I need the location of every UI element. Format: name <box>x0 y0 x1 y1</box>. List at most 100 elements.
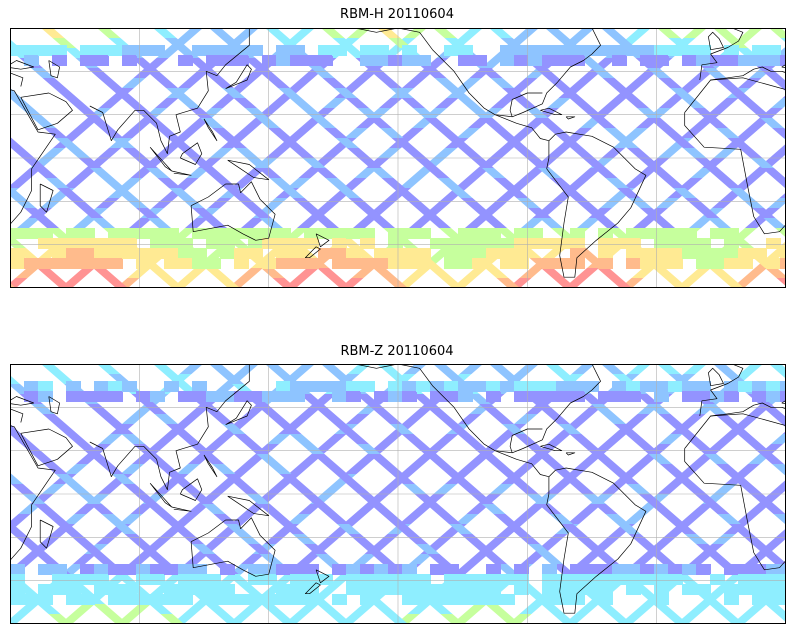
swath-cell <box>640 228 655 239</box>
swath-segment <box>113 188 137 198</box>
swath-cell <box>360 238 375 249</box>
swath-segment <box>11 434 33 444</box>
swath-segment <box>714 414 738 424</box>
swath-segment <box>552 278 575 287</box>
swath-segment <box>512 464 536 474</box>
swath-cell <box>752 564 767 575</box>
swath-segment <box>404 198 428 208</box>
swath-segment <box>353 554 377 564</box>
swath-segment <box>743 604 767 614</box>
africa-coast <box>684 413 785 571</box>
swath-segment <box>180 198 204 208</box>
swath-cell <box>444 391 459 402</box>
swath-segment <box>525 108 549 118</box>
swath-segment <box>516 534 540 544</box>
swath-segment <box>287 514 311 524</box>
swath-cell <box>80 258 95 269</box>
swath-segment <box>426 504 450 514</box>
swath-segment <box>358 494 382 504</box>
swath-segment <box>24 208 48 218</box>
swath-cell <box>262 564 277 575</box>
swath-segment <box>661 178 685 188</box>
swath-cell <box>668 248 683 259</box>
swath-segment <box>45 514 69 524</box>
swath-segment <box>707 554 731 564</box>
swath-cell <box>108 564 123 575</box>
swath-segment <box>465 218 489 228</box>
swath-segment <box>320 534 344 544</box>
swath-cell <box>276 45 291 56</box>
swath-cell <box>444 238 459 249</box>
swath-cell <box>374 248 389 259</box>
philippines-coast <box>203 454 218 478</box>
swath-segment <box>765 604 785 614</box>
swath-segment <box>220 374 244 384</box>
swath-segment <box>604 464 628 474</box>
swath-cell <box>248 238 263 249</box>
swath-segment <box>768 534 785 544</box>
swath-cell <box>528 45 543 56</box>
swath-segment <box>489 148 513 158</box>
swath-cell <box>570 238 585 249</box>
swath-segment <box>515 484 539 494</box>
swath-segment <box>295 268 319 278</box>
swath-segment <box>689 554 713 564</box>
swath-segment <box>765 268 785 278</box>
swath-segment <box>393 524 417 534</box>
swath-cell <box>80 238 95 249</box>
swath-segment <box>659 434 683 444</box>
swath-segment <box>427 218 451 228</box>
swath-band <box>11 40 295 287</box>
mediterranean-coast <box>11 72 24 87</box>
swath-segment <box>346 414 370 424</box>
swath-segment <box>575 604 599 614</box>
swath-segment <box>491 98 515 108</box>
swath-segment <box>63 514 87 524</box>
swath-segment <box>175 514 199 524</box>
swath-segment <box>143 404 167 414</box>
swath-cell <box>234 594 249 605</box>
swath-segment <box>410 504 434 514</box>
swath-segment <box>601 484 625 494</box>
swath-segment <box>467 394 491 404</box>
swath-segment <box>647 404 671 414</box>
swath-segment <box>480 118 504 128</box>
swath-cell <box>766 381 781 392</box>
swath-cell <box>38 238 53 249</box>
swath-segment <box>578 168 602 178</box>
swath-segment <box>147 218 171 228</box>
swath-segment <box>11 474 23 484</box>
swath-cell <box>388 391 403 402</box>
swath-segment <box>673 188 697 198</box>
swath-segment <box>232 128 256 138</box>
swath-cell <box>318 228 333 239</box>
swath-segment <box>110 424 134 434</box>
swath-cell <box>304 594 319 605</box>
swath-segment <box>88 118 112 128</box>
swath-segment <box>693 444 717 454</box>
swath-cell <box>766 55 781 66</box>
swath-segment <box>320 198 344 208</box>
swath-segment <box>248 544 272 554</box>
swath-segment <box>472 208 496 218</box>
swath-segment <box>291 148 315 158</box>
swath-segment <box>42 29 65 38</box>
swath-segment <box>88 454 112 464</box>
swath-cell <box>416 55 431 66</box>
swath-cell <box>668 564 683 575</box>
swath-cell <box>150 564 165 575</box>
swath-cell <box>556 574 571 585</box>
swath-cell <box>416 584 431 595</box>
swath-segment <box>255 404 279 414</box>
swath-cell <box>626 238 641 249</box>
swath-segment <box>186 504 210 514</box>
swath-segment <box>514 78 538 88</box>
swath-segment <box>503 138 527 148</box>
swath-cell <box>248 45 263 56</box>
swath-cell <box>514 45 529 56</box>
swath-cell <box>654 574 669 585</box>
swath-cell <box>654 238 669 249</box>
swath-cell <box>416 574 431 585</box>
africa-coast <box>684 77 785 235</box>
swath-cell <box>402 584 417 595</box>
